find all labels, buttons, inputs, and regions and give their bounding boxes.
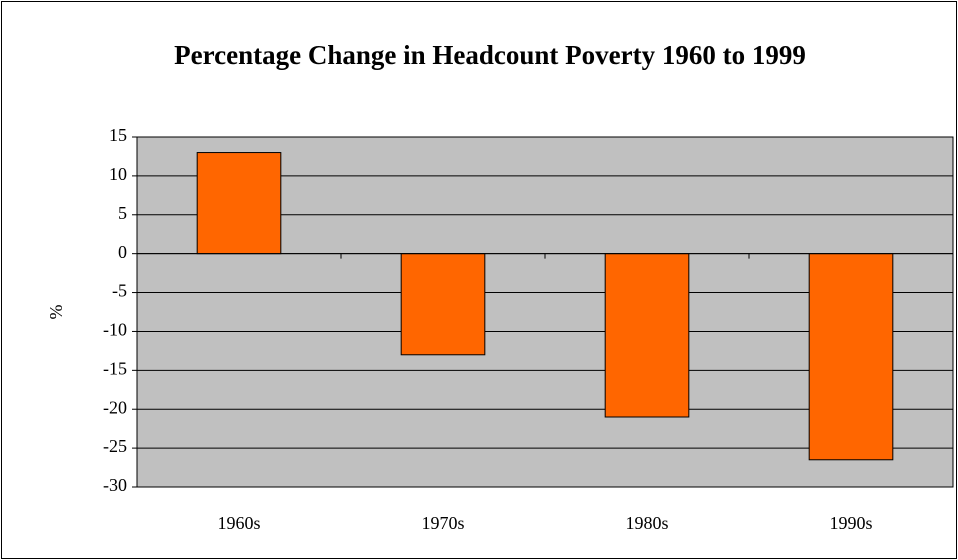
x-tick-label: 1970s xyxy=(421,513,464,533)
x-tick-label: 1980s xyxy=(625,513,668,533)
y-tick-label: 5 xyxy=(118,203,127,223)
y-axis-label: % xyxy=(46,305,66,320)
y-tick-label: -20 xyxy=(103,397,127,417)
bar xyxy=(604,253,690,418)
bar xyxy=(196,152,282,255)
chart-title: Percentage Change in Headcount Poverty 1… xyxy=(174,40,806,70)
y-tick-label: 15 xyxy=(109,125,127,145)
y-tick-label: -5 xyxy=(112,281,127,301)
y-tick-label: -25 xyxy=(103,436,127,456)
y-tick-label: -30 xyxy=(103,475,127,495)
bar xyxy=(808,253,894,461)
y-tick-label: -15 xyxy=(103,358,127,378)
bar xyxy=(400,253,486,356)
x-tick-label: 1960s xyxy=(217,513,260,533)
y-tick-label: 0 xyxy=(118,242,127,262)
y-tick-label: 10 xyxy=(109,164,127,184)
x-tick-label: 1990s xyxy=(829,513,872,533)
y-tick-label: -10 xyxy=(103,320,127,340)
